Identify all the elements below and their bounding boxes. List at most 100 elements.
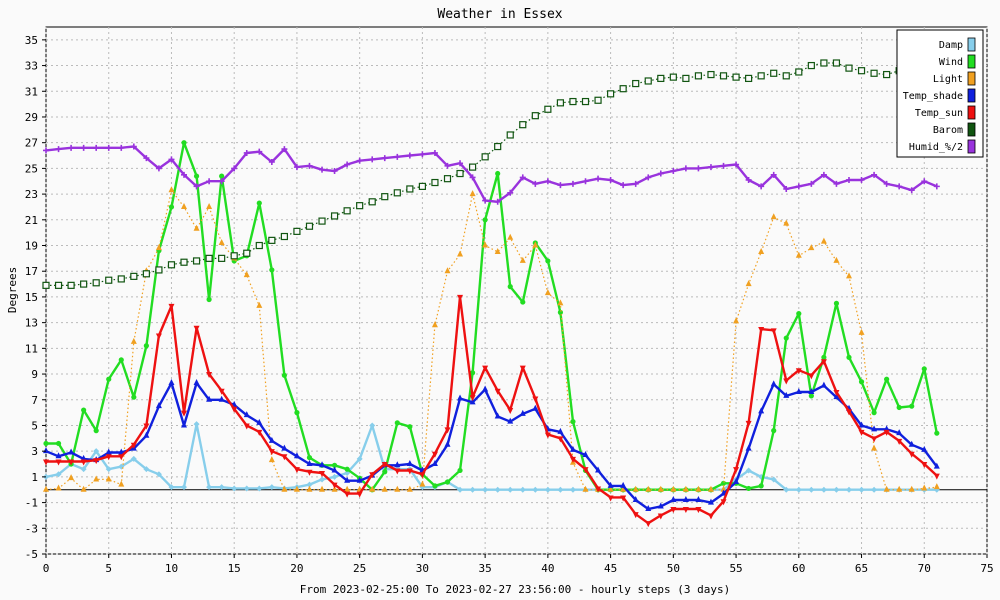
data-point xyxy=(406,460,413,467)
data-point xyxy=(482,217,488,223)
data-point xyxy=(356,202,364,210)
data-point xyxy=(181,410,188,417)
data-point xyxy=(243,411,250,418)
data-point xyxy=(394,461,401,468)
data-point xyxy=(331,482,338,489)
data-point xyxy=(933,462,940,469)
data-point xyxy=(670,167,677,174)
y-tick-label: 33 xyxy=(25,60,38,73)
data-point xyxy=(857,67,866,75)
data-point xyxy=(657,513,664,520)
data-point xyxy=(306,162,313,169)
data-point xyxy=(181,202,188,209)
data-point xyxy=(192,257,201,265)
data-point xyxy=(293,467,300,474)
data-point xyxy=(733,317,740,324)
data-point xyxy=(443,175,452,183)
data-point xyxy=(117,275,125,283)
data-point xyxy=(268,436,275,443)
x-tick-label: 45 xyxy=(604,562,617,575)
data-point xyxy=(707,485,714,492)
data-point xyxy=(507,189,514,196)
x-tick-label: 70 xyxy=(918,562,931,575)
data-point xyxy=(833,486,840,493)
data-point xyxy=(720,499,727,506)
data-point xyxy=(569,456,576,463)
data-point xyxy=(845,176,852,183)
data-point xyxy=(820,171,827,178)
x-tick-label: 25 xyxy=(353,562,366,575)
data-point xyxy=(519,256,526,263)
data-point xyxy=(55,440,62,447)
data-point xyxy=(93,428,99,434)
data-point xyxy=(243,149,250,156)
data-point xyxy=(407,424,413,430)
data-point xyxy=(908,440,915,447)
data-point xyxy=(118,448,125,455)
x-tick-label: 50 xyxy=(667,562,680,575)
x-tick-label: 15 xyxy=(228,562,241,575)
data-point xyxy=(319,471,326,478)
data-point xyxy=(42,281,50,289)
data-point xyxy=(281,146,288,153)
data-point xyxy=(544,178,551,185)
data-point xyxy=(858,429,865,436)
data-point xyxy=(720,162,727,169)
data-point xyxy=(218,395,225,402)
data-point xyxy=(833,390,840,397)
data-point xyxy=(670,485,677,492)
data-point xyxy=(130,272,138,280)
data-point xyxy=(557,436,564,443)
data-point xyxy=(544,486,551,493)
data-point xyxy=(93,475,100,482)
series-temp-sun xyxy=(43,294,940,528)
data-point xyxy=(218,238,225,245)
data-point xyxy=(193,183,200,190)
data-point xyxy=(921,484,928,491)
data-point xyxy=(695,496,702,503)
data-point xyxy=(921,366,927,372)
data-point xyxy=(770,328,777,335)
data-point xyxy=(43,147,49,154)
data-point xyxy=(469,395,476,402)
data-point xyxy=(783,378,790,385)
data-point xyxy=(293,227,301,235)
data-point xyxy=(381,485,388,492)
data-point xyxy=(68,459,75,466)
data-point xyxy=(255,241,263,250)
data-point xyxy=(43,485,49,492)
data-point xyxy=(795,486,802,493)
x-tick-label: 75 xyxy=(980,562,993,575)
data-point xyxy=(181,171,188,178)
data-point xyxy=(306,469,313,476)
data-point xyxy=(720,480,727,486)
data-point xyxy=(268,158,275,165)
data-point xyxy=(306,485,313,492)
legend-label: Damp xyxy=(939,40,963,51)
data-point xyxy=(595,486,602,493)
data-point xyxy=(482,241,489,248)
data-point xyxy=(707,498,714,505)
data-point xyxy=(105,276,113,284)
data-point xyxy=(884,376,890,382)
data-point xyxy=(131,394,137,400)
data-point xyxy=(269,267,275,273)
data-point xyxy=(858,421,865,428)
data-point xyxy=(256,485,263,492)
legend-swatch xyxy=(967,54,976,69)
data-point xyxy=(783,486,790,493)
data-point xyxy=(758,483,764,489)
x-tick-label: 0 xyxy=(43,562,50,575)
data-point xyxy=(281,485,288,492)
data-point xyxy=(695,507,702,514)
series-line xyxy=(45,381,938,511)
data-point xyxy=(607,176,614,183)
legend-swatch xyxy=(967,105,976,120)
data-point xyxy=(682,485,689,492)
data-point xyxy=(193,173,200,179)
data-point xyxy=(230,252,238,260)
data-point xyxy=(807,61,815,70)
data-point xyxy=(469,398,476,405)
data-point xyxy=(845,272,852,279)
